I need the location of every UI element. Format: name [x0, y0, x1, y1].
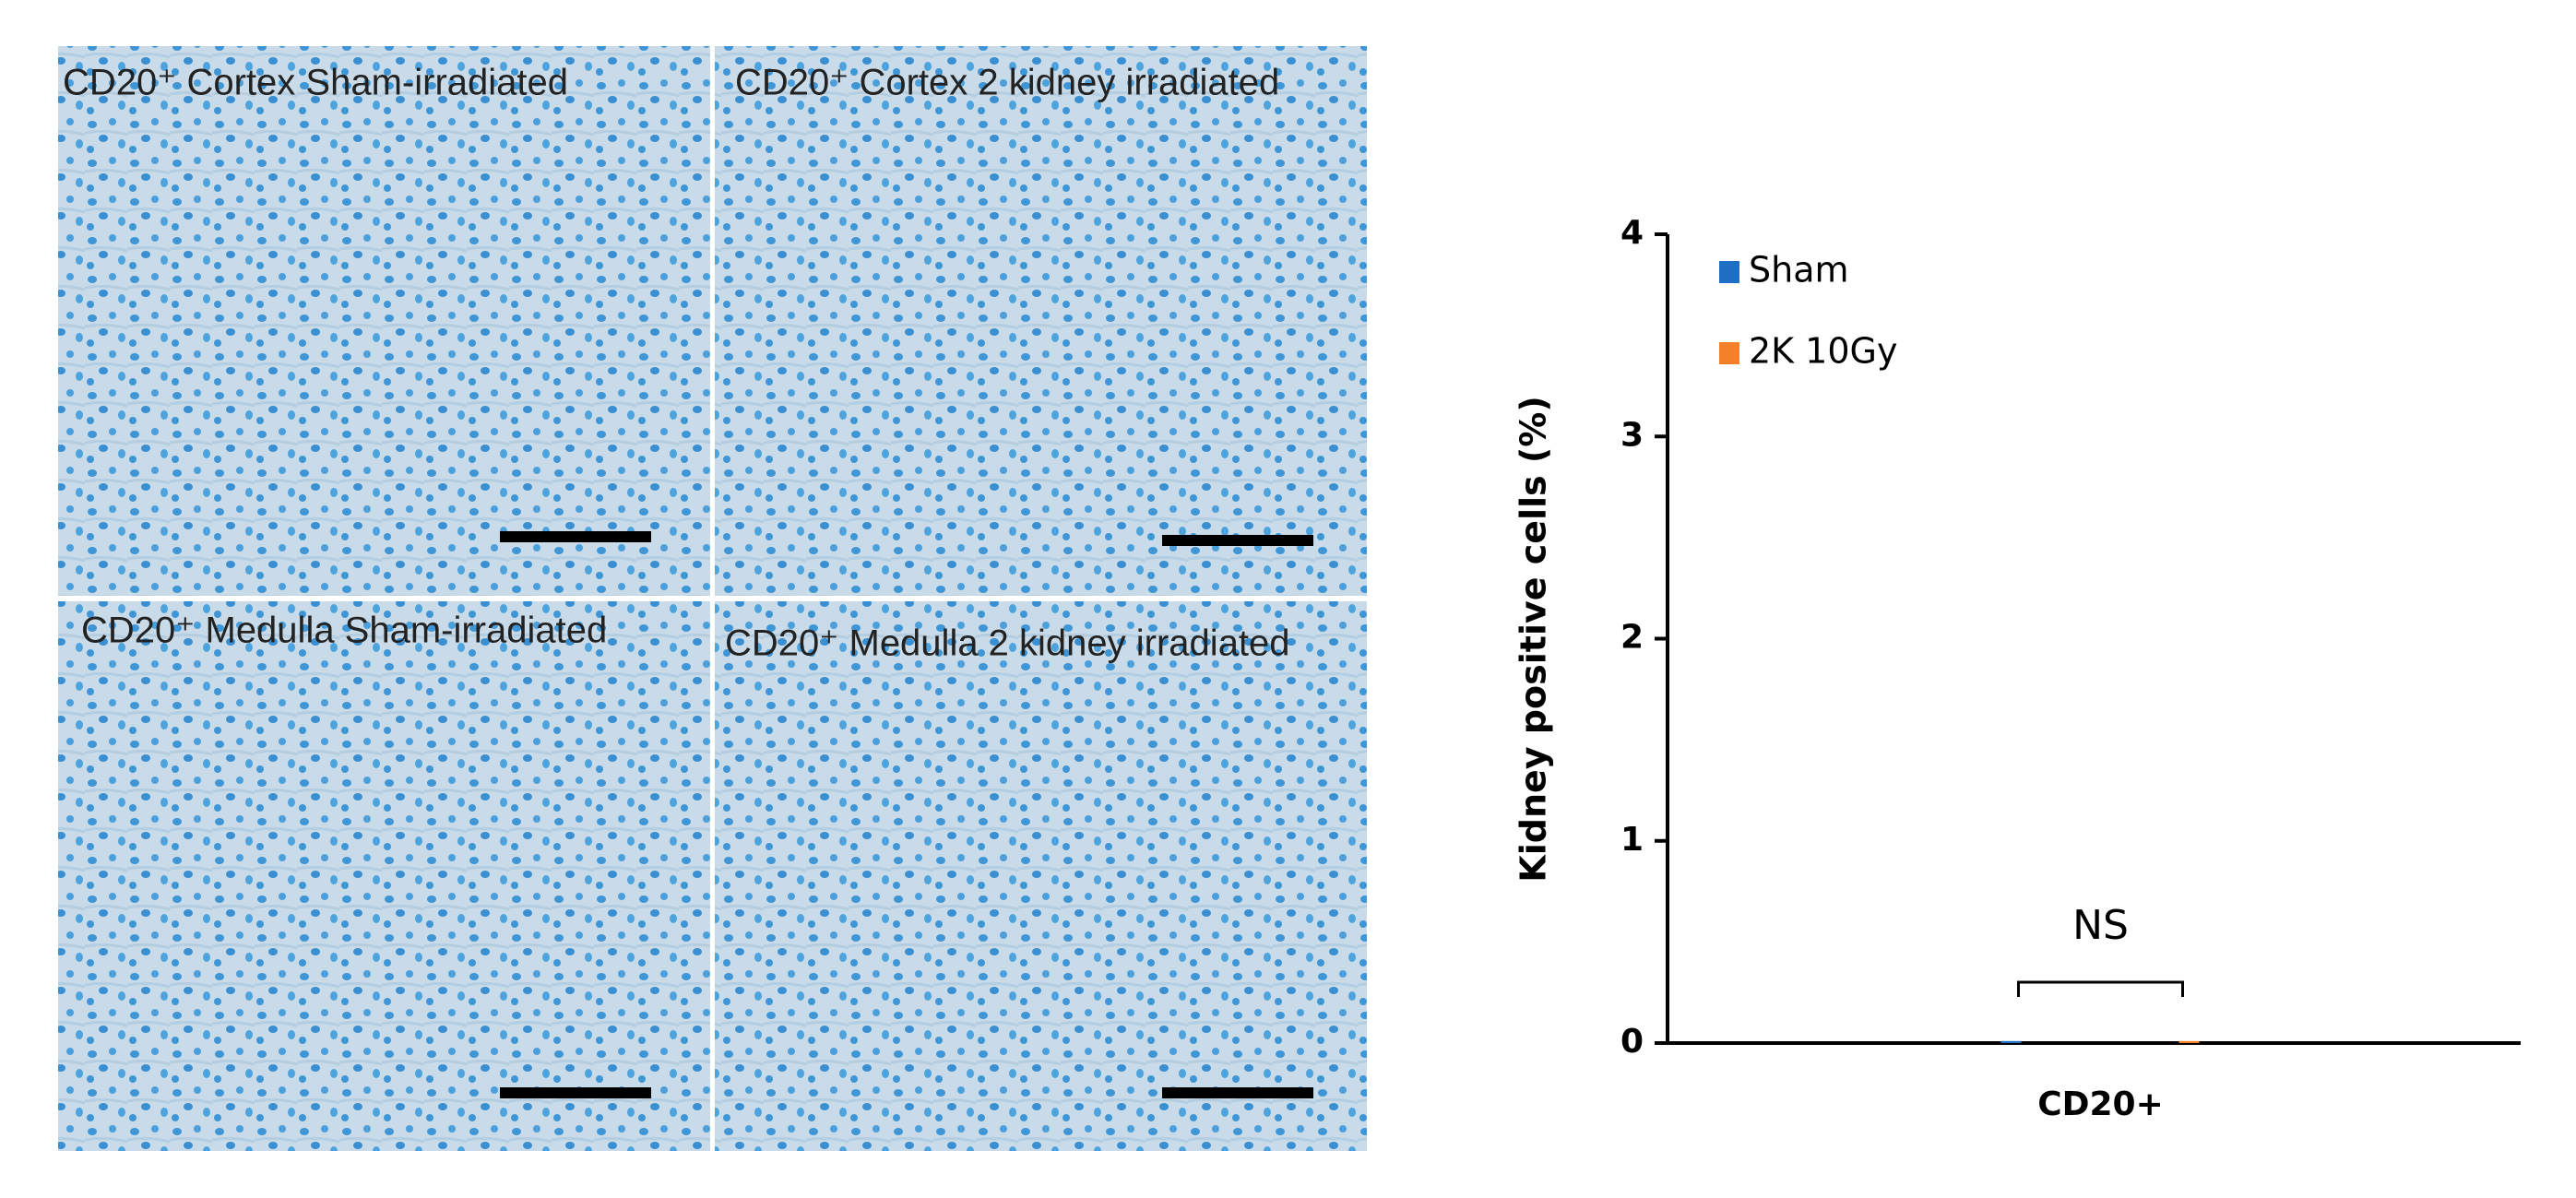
y-tick-label: 2 — [1620, 619, 1644, 657]
chart: Kidney positive cells (%) 0 1 2 3 4 CD20+ NS Sh… — [1514, 214, 2521, 1123]
annotation: NS — [2072, 902, 2129, 949]
legend-swatch — [1719, 342, 1739, 364]
y-tick-label: 0 — [1620, 1023, 1644, 1061]
y-tick-label: 1 — [1620, 821, 1644, 859]
micrograph — [58, 601, 710, 1151]
y-axis-label: Kidney positive cells (%) — [1514, 396, 1554, 882]
y-tick-label: 4 — [1620, 214, 1644, 252]
micrograph — [715, 46, 1367, 596]
micrograph — [715, 601, 1367, 1151]
y-tick-label: 3 — [1620, 416, 1644, 454]
micrographs: CD20⁺ Cortex Sham-irradiated CD20⁺ Corte… — [58, 46, 1367, 1151]
significance-bracket — [2017, 980, 2184, 997]
panel-label: CD20⁺ Cortex Sham-irradiated — [63, 63, 568, 103]
x-tick-label: CD20+ — [2037, 1085, 2164, 1123]
legend-swatch — [1719, 261, 1739, 283]
bar — [2178, 1040, 2200, 1043]
panel-label: CD20⁺ Medulla 2 kidney irradiated — [725, 623, 1290, 664]
panel-label: CD20⁺ Medulla Sham-irradiated — [81, 611, 607, 651]
legend-label: 2K 10Gy — [1749, 331, 1897, 372]
legend-label: Sham — [1749, 250, 1849, 291]
bar — [2000, 1040, 2022, 1043]
micrograph — [58, 46, 710, 596]
panel-label: CD20⁺ Cortex 2 kidney irradiated — [735, 63, 1279, 103]
